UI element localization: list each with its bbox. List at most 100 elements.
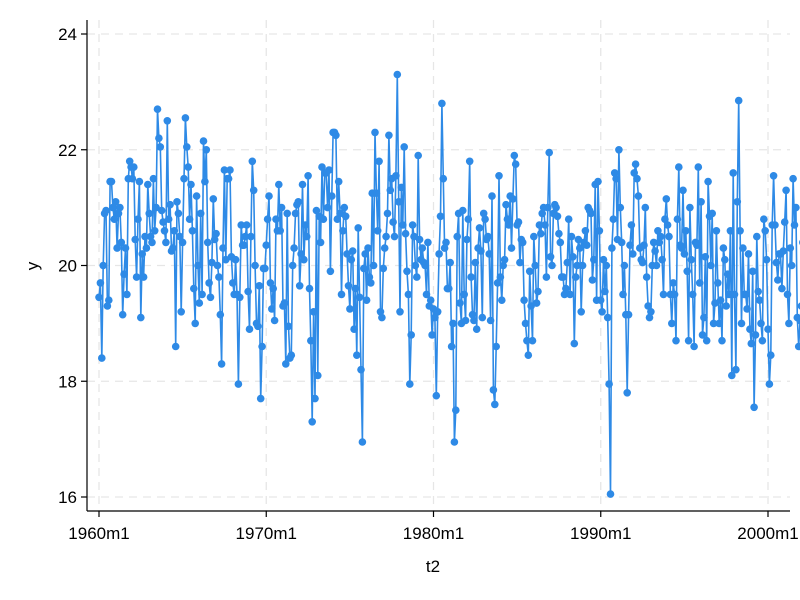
data-point-145 (297, 250, 305, 258)
data-point-106 (242, 221, 251, 229)
data-point-259 (456, 299, 464, 307)
data-point-472 (753, 232, 761, 241)
data-point-147 (300, 255, 308, 264)
data-point-1 (96, 279, 105, 287)
data-point-13 (113, 244, 121, 252)
data-point-443 (712, 227, 721, 235)
data-point-184 (351, 284, 360, 293)
data-point-405 (659, 290, 668, 299)
data-point-467 (746, 325, 754, 334)
data-point-452 (725, 290, 733, 299)
data-point-48 (162, 238, 170, 247)
data-point-453 (726, 227, 735, 235)
data-point-227 (411, 261, 420, 270)
data-point-88 (217, 360, 226, 368)
data-point-61 (180, 174, 188, 183)
data-point-43 (155, 134, 163, 142)
data-point-266 (465, 157, 474, 166)
data-point-362 (599, 255, 608, 264)
data-point-218 (399, 221, 407, 229)
data-point-127 (272, 215, 280, 223)
data-point-102 (237, 221, 245, 229)
data-point-133 (280, 299, 289, 307)
data-point-459 (734, 96, 743, 105)
data-point-83 (210, 235, 219, 244)
data-point-429 (693, 241, 701, 249)
data-point-271 (472, 325, 481, 334)
data-point-151 (305, 284, 314, 293)
data-point-126 (270, 316, 279, 325)
data-point-399 (651, 247, 659, 255)
data-point-435 (701, 252, 710, 261)
data-point-140 (290, 244, 298, 252)
data-point-230 (415, 235, 424, 244)
data-point-465 (743, 305, 751, 313)
data-point-238 (426, 296, 435, 305)
data-point-73 (196, 209, 205, 218)
data-point-387 (634, 192, 643, 200)
data-point-80 (206, 293, 215, 302)
data-point-248 (440, 244, 449, 252)
data-point-181 (347, 255, 356, 264)
y-tick-label-3: 22 (58, 141, 77, 160)
data-point-485 (771, 221, 779, 229)
data-point-284 (491, 400, 499, 409)
data-point-216 (396, 308, 404, 316)
data-point-254 (449, 319, 457, 328)
data-point-275 (478, 313, 487, 322)
x-tick-label-1: 1970m1 (236, 524, 297, 543)
data-point-177 (341, 212, 350, 221)
data-point-441 (709, 319, 718, 328)
data-point-157 (314, 371, 322, 380)
data-point-343 (573, 261, 581, 270)
data-point-251 (445, 284, 453, 293)
data-point-7 (105, 296, 113, 305)
data-point-220 (401, 229, 410, 238)
data-point-380 (624, 310, 633, 319)
data-point-244 (435, 250, 443, 258)
data-point-211 (389, 218, 397, 226)
data-point-322 (544, 203, 552, 212)
data-point-394 (644, 302, 652, 310)
x-axis-ticks: 1960m1 1970m1 1980m1 1990m1 2000m1 (68, 511, 799, 543)
data-point-325 (548, 261, 556, 270)
data-point-491 (779, 247, 788, 255)
data-point-67 (188, 227, 197, 235)
data-point-458 (733, 198, 742, 206)
data-point-202 (376, 308, 385, 316)
data-point-492 (780, 218, 789, 226)
data-point-185 (353, 351, 361, 360)
data-point-221 (403, 267, 411, 276)
data-point-333 (559, 273, 567, 281)
data-point-84 (212, 229, 220, 238)
y-tick-label-1: 18 (58, 372, 77, 391)
data-point-22 (125, 157, 134, 166)
data-point-409 (665, 232, 673, 241)
data-point-411 (668, 319, 676, 328)
data-point-363 (601, 287, 609, 296)
data-point-500 (792, 203, 800, 212)
data-point-274 (477, 247, 485, 255)
data-point-213 (392, 172, 400, 180)
x-tick-label-0: 1960m1 (68, 524, 129, 543)
data-point-364 (602, 261, 611, 270)
data-point-401 (654, 227, 662, 235)
data-point-386 (633, 174, 641, 183)
data-point-105 (241, 232, 250, 241)
data-point-39 (149, 174, 158, 183)
x-tick-label-3: 1990m1 (570, 524, 631, 543)
data-point-215 (394, 198, 403, 206)
data-point-262 (460, 290, 469, 299)
data-point-280 (485, 250, 494, 258)
data-point-396 (647, 308, 655, 316)
data-point-497 (787, 261, 796, 270)
data-point-167 (328, 192, 336, 200)
data-point-40 (150, 227, 159, 235)
y-axis-ticks: 16 18 20 22 24 (58, 25, 87, 507)
data-point-150 (304, 172, 312, 180)
data-point-277 (481, 215, 489, 223)
data-point-306 (521, 319, 530, 328)
data-point-474 (755, 296, 764, 305)
data-point-174 (337, 290, 346, 299)
